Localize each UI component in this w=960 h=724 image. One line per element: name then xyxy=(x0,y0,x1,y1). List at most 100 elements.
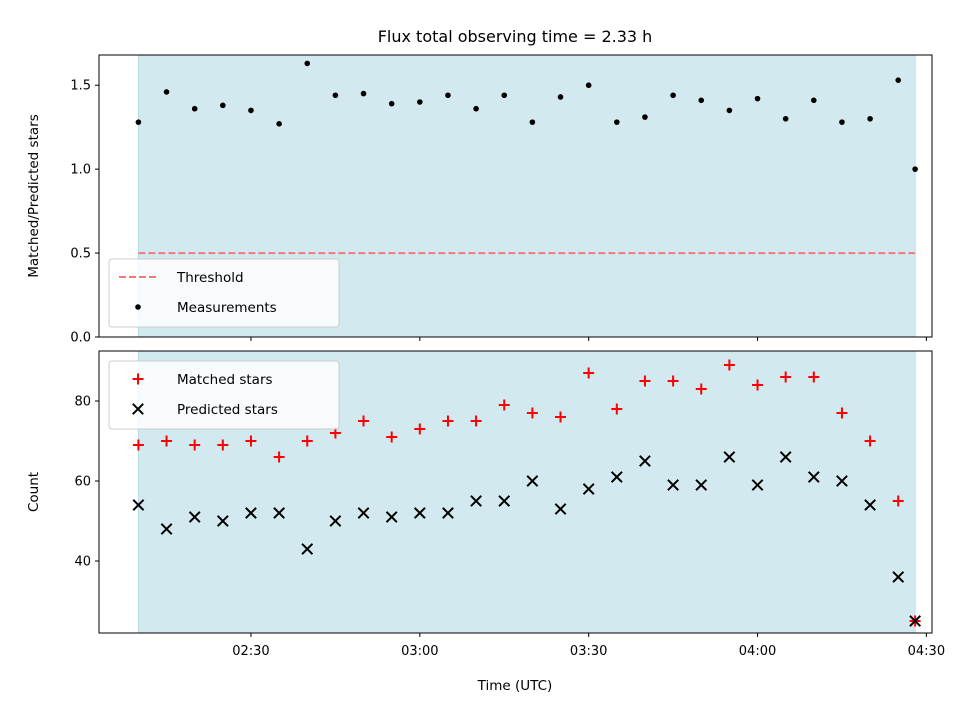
y-tick-label: 0.0 xyxy=(70,331,91,346)
x-tick-label: 03:30 xyxy=(570,644,607,659)
measurement-point xyxy=(529,119,536,125)
legend-box xyxy=(108,258,340,328)
predicted-stars-point xyxy=(301,543,314,555)
matched-stars-point xyxy=(752,379,764,391)
matched-stars-point xyxy=(442,415,454,427)
predicted-stars-point xyxy=(723,451,736,463)
matched-stars-point xyxy=(892,495,904,507)
legend-measurements-swatch xyxy=(135,304,141,310)
matched-stars-point xyxy=(611,403,623,415)
measurement-point xyxy=(670,92,676,99)
predicted-stars-point xyxy=(216,515,229,527)
measurement-point xyxy=(811,97,817,104)
measurement-point xyxy=(445,92,451,99)
top-panel: 0.0 0.5 1.0 1.5 Matched/Predicted stars Thres… xyxy=(26,54,933,346)
x-tick-label: 04:00 xyxy=(739,644,776,659)
legend-label: Predicted stars xyxy=(177,402,278,418)
predicted-stars-point xyxy=(909,615,922,627)
matched-stars-point xyxy=(555,411,567,423)
matched-stars-point xyxy=(583,367,595,379)
predicted-stars-point xyxy=(864,499,876,511)
matched-stars-point xyxy=(189,439,201,451)
predicted-stars-point xyxy=(413,507,426,519)
axes-frame xyxy=(98,54,933,338)
measurement-point xyxy=(895,77,902,83)
y-axis-label: Count xyxy=(26,472,42,512)
measurement-point xyxy=(782,115,789,122)
measurement-point xyxy=(501,92,508,99)
predicted-stars-point xyxy=(807,471,820,483)
legend-matched-swatch xyxy=(132,373,144,385)
matched-stars-point xyxy=(639,375,651,387)
matched-stars-point xyxy=(470,415,482,427)
legend-label: Threshold xyxy=(176,270,244,286)
y-tick-label: 0.5 xyxy=(70,247,91,262)
y-tick-label: 1.5 xyxy=(70,79,91,94)
measurement-point xyxy=(473,105,479,112)
x-tick-label: 03:00 xyxy=(401,644,438,659)
predicted-stars-point xyxy=(639,455,651,467)
y-tick-label: 60 xyxy=(74,475,91,490)
predicted-stars-point xyxy=(442,507,454,519)
matched-stars-point xyxy=(836,407,848,419)
predicted-stars-point xyxy=(667,479,680,491)
legend-label: Measurements xyxy=(177,300,277,316)
matched-stars-point xyxy=(132,439,144,451)
matched-stars-point xyxy=(301,435,313,447)
matched-stars-point xyxy=(526,407,538,419)
predicted-stars-point xyxy=(385,511,398,523)
measurement-point xyxy=(614,119,620,125)
predicted-stars-point xyxy=(470,495,483,507)
axes-frame xyxy=(98,350,933,634)
measurement-point xyxy=(332,92,339,99)
legend-predicted-swatch xyxy=(132,403,144,415)
x-tick-label: 02:30 xyxy=(232,644,269,659)
predicted-stars-point xyxy=(160,523,173,535)
predicted-stars-point xyxy=(779,451,792,463)
matched-stars-point xyxy=(498,399,510,411)
measurement-point xyxy=(642,114,648,120)
measurement-point xyxy=(163,89,170,95)
measurement-point xyxy=(276,121,282,127)
measurement-point xyxy=(248,107,254,114)
measurement-point xyxy=(867,115,873,122)
measurement-point xyxy=(726,107,733,114)
measurement-point xyxy=(698,97,705,104)
x-tick-label: 04:30 xyxy=(908,644,945,659)
predicted-stars-point xyxy=(245,507,257,519)
matched-stars-point xyxy=(414,423,426,435)
predicted-stars-point xyxy=(582,483,595,495)
predicted-stars-point xyxy=(610,471,623,483)
measurement-point xyxy=(135,119,142,125)
matched-stars-point xyxy=(667,375,679,387)
x-axis-label: Time (UTC) xyxy=(477,678,553,694)
matched-stars-point xyxy=(864,435,876,447)
measurement-point xyxy=(557,94,564,100)
measurement-point xyxy=(585,82,592,89)
predicted-stars-point xyxy=(188,511,201,523)
matched-stars-point xyxy=(245,435,257,447)
predicted-stars-point xyxy=(132,499,145,511)
predicted-stars-point xyxy=(892,571,905,583)
measurement-point xyxy=(360,90,367,97)
predicted-stars-point xyxy=(695,479,708,491)
legend-box xyxy=(108,360,340,430)
predicted-stars-point xyxy=(357,507,370,519)
legend-label: Matched stars xyxy=(177,372,273,388)
predicted-stars-point xyxy=(836,475,848,487)
measurement-point xyxy=(754,95,761,102)
matched-stars-point xyxy=(695,383,707,395)
predicted-stars-point xyxy=(554,503,567,515)
measurement-point xyxy=(912,166,918,172)
matched-stars-point xyxy=(217,439,229,451)
predicted-stars-point xyxy=(751,479,764,491)
y-tick-label: 1.0 xyxy=(70,163,91,178)
chart-title: Flux total observing time = 2.33 h xyxy=(378,27,653,46)
bottom-panel: 40 60 80 02:30 03:00 03:30 04:00 04:30 Count Matc… xyxy=(26,350,945,659)
matched-stars-point xyxy=(780,371,792,383)
measurement-point xyxy=(388,100,395,107)
measurement-point xyxy=(304,60,311,67)
matched-stars-point xyxy=(808,371,820,383)
measurement-point xyxy=(220,102,226,109)
